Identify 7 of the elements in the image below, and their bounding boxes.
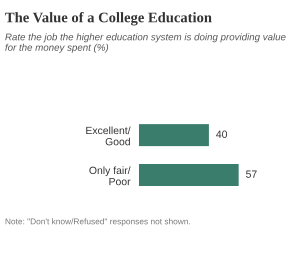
chart-title: The Value of a College Education — [5, 12, 212, 26]
data-label: 57 — [246, 170, 257, 178]
text: Note: "Don't know/Refused" responses not shown. — [6, 218, 190, 226]
y-tick-label: Only fair/ Poor — [89, 166, 131, 186]
chart-subtitle: Rate the job the higher education system is doing providing value for the money spent (%) — [5, 33, 286, 53]
data-label: 40 — [216, 130, 228, 138]
y-tick-label: Excellent/ Good — [86, 126, 131, 146]
